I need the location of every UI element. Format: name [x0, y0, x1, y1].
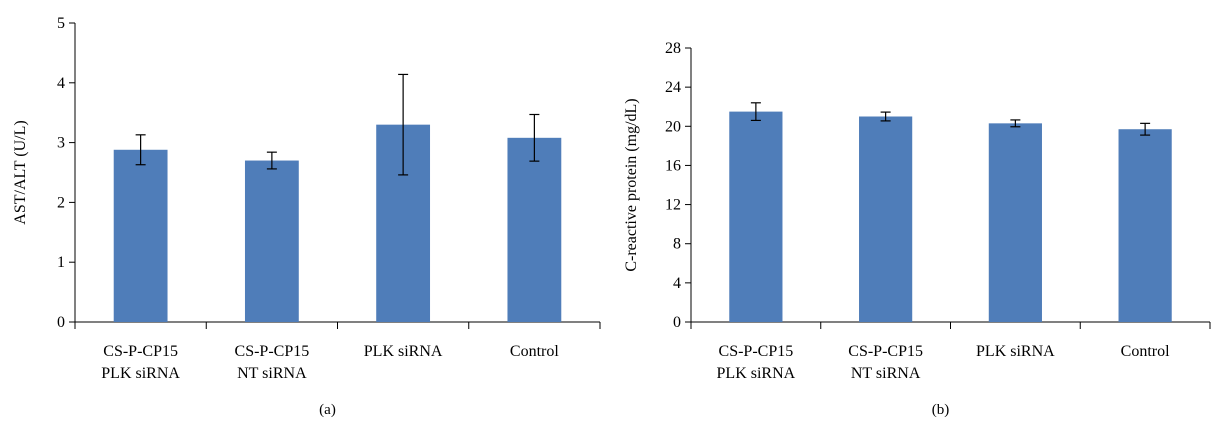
y-tick-label: 4: [57, 75, 65, 92]
x-category-label: Control: [510, 343, 559, 360]
y-tick-label: 5: [57, 15, 65, 32]
bar: [113, 149, 168, 322]
panel-label: (a): [319, 402, 336, 418]
panel-label: (b): [932, 402, 950, 418]
bar: [988, 123, 1042, 322]
bar: [244, 160, 299, 322]
y-axis-title: C-reactive protein (mg/dL): [623, 98, 640, 271]
x-category-label: PLK siRNA: [717, 365, 796, 382]
y-tick-label: 12: [665, 197, 681, 214]
y-tick-label: 20: [665, 118, 681, 135]
y-tick-label: 16: [665, 157, 681, 174]
x-category-label: CS-P-CP15: [719, 343, 794, 360]
chart-panel-b: 0 4 8 12 16 20 24 28 CS-P-CP15 PLK siRNA CS-P-CP15…: [623, 40, 1211, 418]
y-tick-label: 28: [665, 40, 681, 57]
y-tick-label: 2: [57, 194, 65, 211]
chart-panel-a: 0 1 2 3 4 5 CS-P-CP15 PLK siRNA CS-P-CP15 NT siRN…: [12, 15, 601, 418]
x-category-label: PLK siRNA: [101, 365, 180, 382]
bar: [507, 137, 562, 322]
bar: [859, 116, 913, 322]
x-category-label: Control: [1121, 343, 1170, 360]
y-axis-title: AST/ALT (U/L): [12, 120, 29, 224]
bar: [1118, 129, 1172, 322]
y-tick-label: 0: [57, 314, 65, 331]
x-category-label: CS-P-CP15: [848, 343, 923, 360]
bar: [729, 111, 783, 322]
y-tick-label: 8: [673, 236, 681, 253]
y-tick-label: 4: [673, 275, 681, 292]
y-tick-label: 3: [57, 135, 65, 152]
x-category-label: NT siRNA: [851, 365, 921, 382]
x-category-label: PLK siRNA: [976, 343, 1055, 360]
y-tick-label: 24: [665, 79, 681, 96]
x-category-label: NT siRNA: [237, 365, 307, 382]
x-category-label: CS-P-CP15: [235, 343, 310, 360]
x-category-label: CS-P-CP15: [103, 343, 178, 360]
y-tick-label: 0: [673, 314, 681, 331]
y-tick-label: 1: [57, 254, 65, 271]
x-category-label: PLK siRNA: [364, 343, 443, 360]
